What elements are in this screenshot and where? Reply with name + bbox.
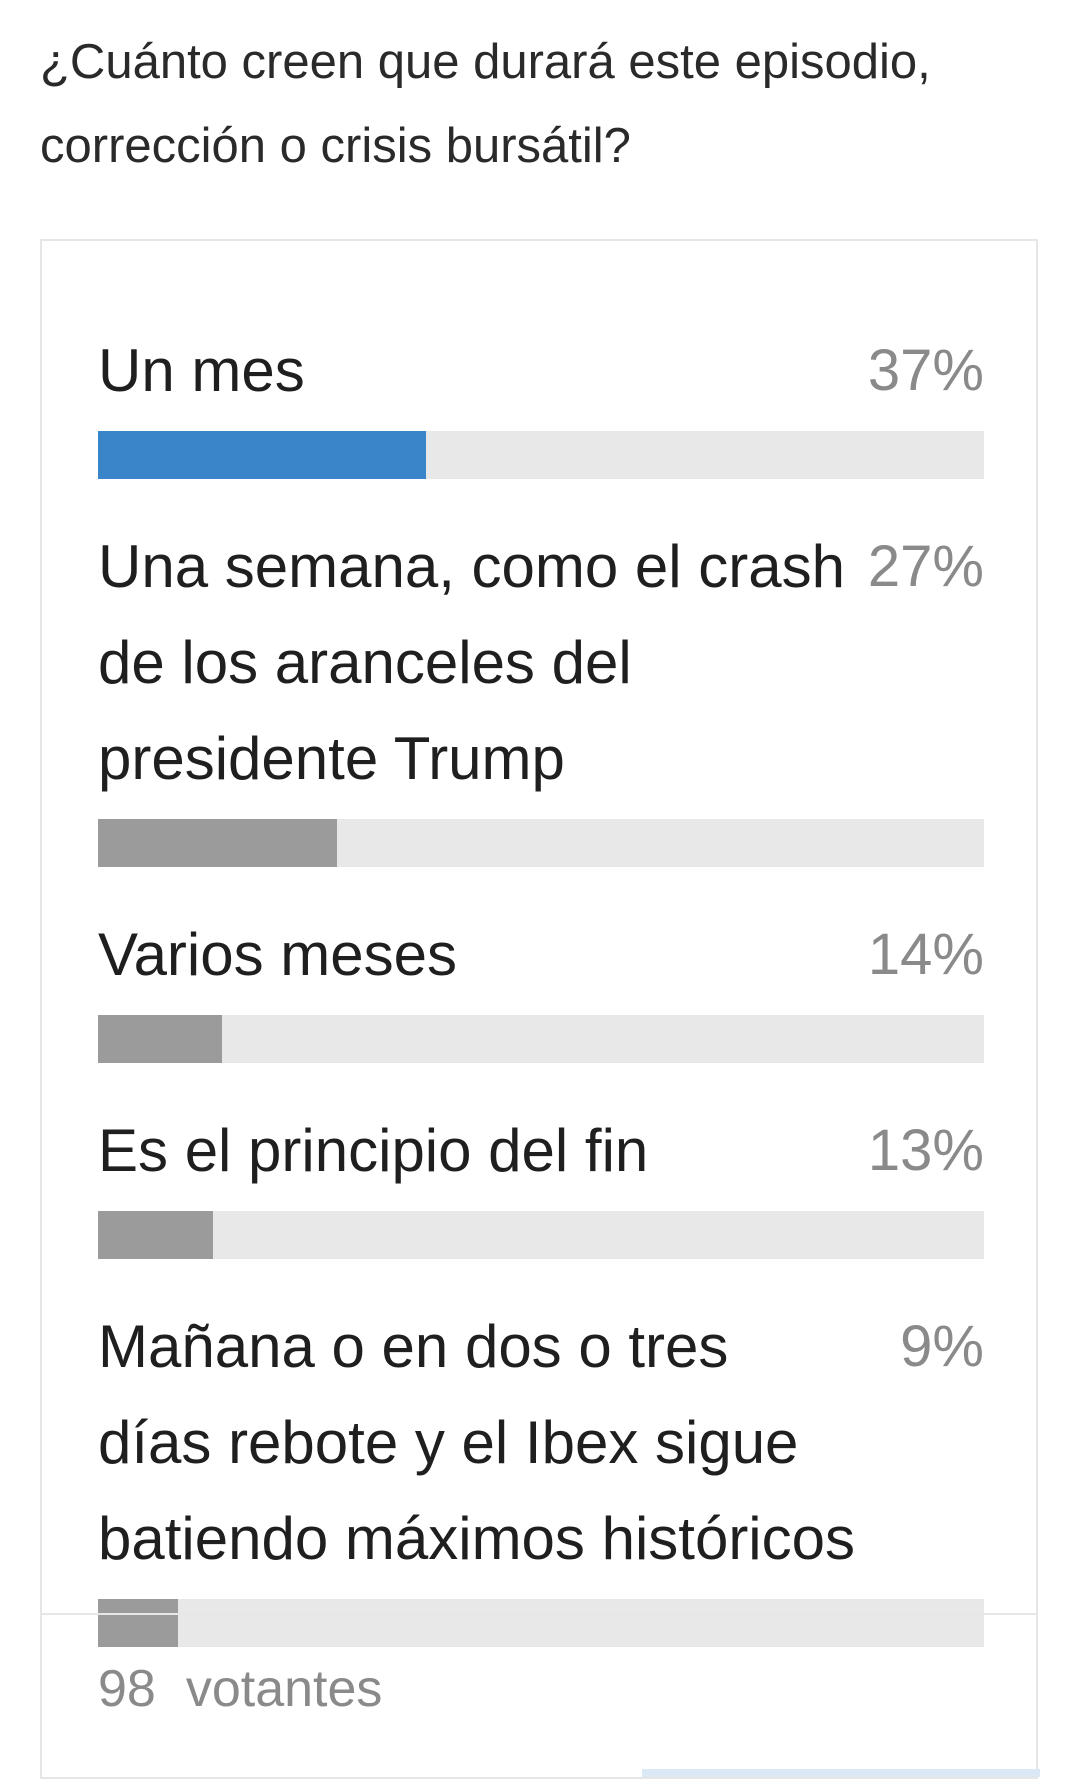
poll-option-header: Varios meses 14% xyxy=(98,907,984,1003)
poll-option-percent: 13% xyxy=(867,1118,984,1183)
poll-option-bar-fill xyxy=(98,1599,178,1647)
voter-count: 98 votantes xyxy=(98,1649,382,1729)
poll-option-header: Es el principio del fin 13% xyxy=(98,1103,984,1199)
poll-option-label: Mañana o en dos o tres días rebote y el … xyxy=(98,1313,856,1572)
poll-option-bar-fill xyxy=(98,431,426,479)
poll-question: ¿Cuánto creen que durará este episodio, … xyxy=(40,35,931,173)
poll-options: Un mes 37% Una semana, como el crash de … xyxy=(98,323,984,1687)
poll-option-label: Es el principio del fin xyxy=(98,1117,649,1184)
poll-option-bar-fill xyxy=(98,1015,223,1063)
poll-card: Un mes 37% Una semana, como el crash de … xyxy=(40,239,1040,1779)
poll-option-label: Varios meses xyxy=(98,921,458,988)
voter-count-label: votantes xyxy=(185,1660,383,1718)
poll-option[interactable]: Un mes 37% xyxy=(98,323,984,479)
poll-option[interactable]: Una semana, como el crash de los arancel… xyxy=(98,519,984,867)
voter-count-number: 98 xyxy=(98,1660,156,1718)
poll-option-label: Una semana, como el crash de los arancel… xyxy=(98,533,846,792)
poll-option-percent: 37% xyxy=(867,338,984,403)
poll-option-bar-track xyxy=(98,431,984,479)
poll-option-header: Mañana o en dos o tres días rebote y el … xyxy=(98,1299,984,1587)
poll-option-percent: 14% xyxy=(867,922,984,987)
poll-option-header: Una semana, como el crash de los arancel… xyxy=(98,519,984,807)
poll-option-bar-track xyxy=(98,1599,984,1647)
poll-option-bar-track xyxy=(98,1211,984,1259)
poll-option-bar-track xyxy=(98,819,984,867)
footer-divider xyxy=(42,1613,1036,1615)
poll-option-header: Un mes 37% xyxy=(98,323,984,419)
poll-option-bar-track xyxy=(98,1015,984,1063)
poll-option-percent: 27% xyxy=(867,534,984,599)
poll-option-bar-fill xyxy=(98,819,338,867)
poll-option-bar-fill xyxy=(98,1211,214,1259)
poll-option-percent: 9% xyxy=(900,1314,984,1379)
poll-option[interactable]: Es el principio del fin 13% xyxy=(98,1103,984,1259)
poll-option[interactable]: Varios meses 14% xyxy=(98,907,984,1063)
bottom-action-strip[interactable] xyxy=(642,1769,1040,1777)
poll-option-label: Un mes xyxy=(98,337,305,404)
poll-option[interactable]: Mañana o en dos o tres días rebote y el … xyxy=(98,1299,984,1647)
